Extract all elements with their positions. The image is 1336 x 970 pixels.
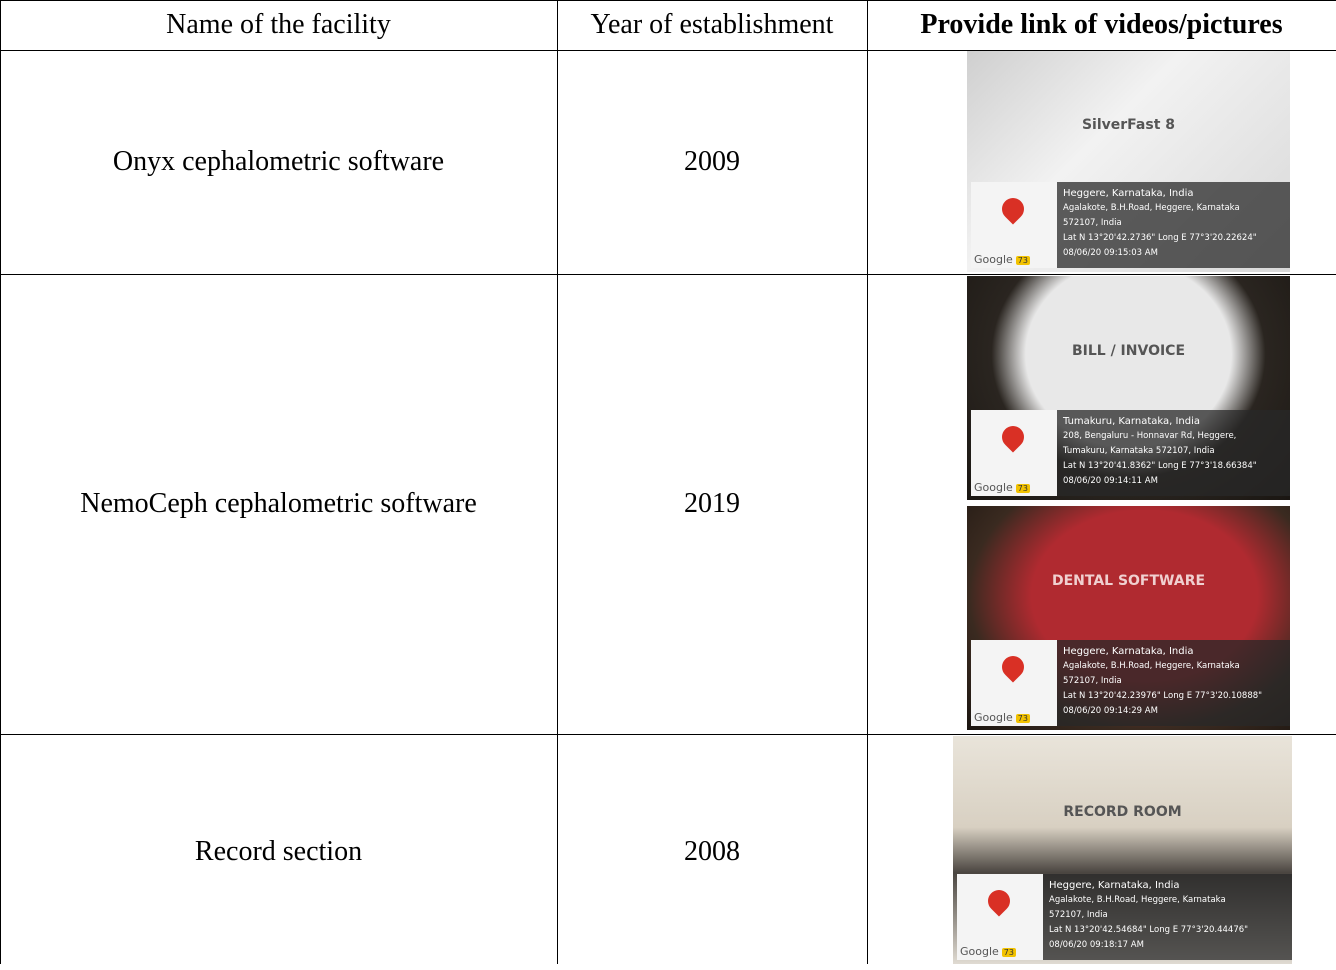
photo: BILL / INVOICE Google 73 Tumakuru, Karnatak…	[967, 276, 1290, 500]
col-border	[0, 0, 1, 964]
year: 2019	[684, 488, 740, 519]
badge-brand: Google 73	[974, 253, 1030, 266]
pin-icon	[983, 885, 1015, 917]
badge-count: 73	[1015, 714, 1030, 723]
map-marker: Google 73	[957, 874, 1043, 960]
photo: SilverFast 8 Google 73 Heggere, Karnataka, …	[967, 50, 1290, 272]
badge-brand: Google 73	[974, 481, 1030, 494]
geo-caption: Heggere, Karnataka, India Agalakote, B.H.…	[1057, 182, 1290, 268]
col-border	[867, 0, 868, 964]
row-border	[0, 50, 1336, 51]
caption-line: 08/06/20 09:14:29 AM	[1063, 706, 1158, 716]
facility-name: NemoCeph cephalometric software	[80, 488, 477, 519]
caption-line: Lat N 13°20'42.2736" Long E 77°3'20.2262…	[1063, 233, 1257, 243]
photo-scene-text: BILL / INVOICE	[1071, 343, 1186, 360]
year: 2008	[684, 836, 740, 867]
caption-line: Tumakuru, Karnataka, India	[1063, 416, 1201, 427]
caption-line: 572107, India	[1063, 218, 1122, 228]
facility-name: Onyx cephalometric software	[112, 146, 445, 177]
pin-icon	[997, 193, 1029, 225]
header-cell: Provide link of videos/pictures	[920, 9, 1283, 40]
caption-line: Heggere, Karnataka, India	[1063, 188, 1194, 199]
caption-line: Heggere, Karnataka, India	[1063, 646, 1194, 657]
caption-line: Lat N 13°20'41.8362" Long E 77°3'18.6638…	[1063, 461, 1257, 471]
photo: RECORD ROOM Google 73 Heggere, Karnataka, I…	[953, 736, 1292, 964]
photo-scene-text: SilverFast 8	[1081, 116, 1176, 133]
pin-icon	[997, 421, 1029, 453]
badge-brand: Google 73	[960, 945, 1016, 958]
caption-line: 572107, India	[1063, 676, 1122, 686]
caption-line: Agalakote, B.H.Road, Heggere, Karnataka	[1063, 203, 1240, 213]
caption-line: 08/06/20 09:18:17 AM	[1049, 940, 1144, 950]
caption-line: Tumakuru, Karnataka 572107, India	[1063, 446, 1215, 456]
facility-name: Record section	[194, 836, 363, 867]
pin-icon	[997, 651, 1029, 683]
header-cell: Year of establishment	[590, 9, 834, 40]
caption-line: 08/06/20 09:14:11 AM	[1063, 476, 1158, 486]
col-border	[557, 0, 558, 964]
photo-scene-text: RECORD ROOM	[1063, 804, 1182, 821]
geo-caption: Heggere, Karnataka, India Agalakote, B.H.…	[1043, 874, 1292, 960]
badge-brand: Google 73	[974, 711, 1030, 724]
map-marker: Google 73	[971, 410, 1057, 496]
caption-line: Heggere, Karnataka, India	[1049, 880, 1180, 891]
caption-line: Lat N 13°20'42.54684" Long E 77°3'20.444…	[1049, 925, 1249, 935]
header-cell: Name of the facility	[166, 9, 391, 40]
row-border	[0, 734, 1336, 735]
year: 2009	[684, 146, 740, 177]
photo: DENTAL SOFTWARE Google 73 Heggere, Karnatak…	[967, 506, 1290, 730]
caption-line: 572107, India	[1049, 910, 1108, 920]
caption-line: Agalakote, B.H.Road, Heggere, Karnataka	[1063, 661, 1240, 671]
geo-caption: Tumakuru, Karnataka, India 208, Bengaluru…	[1057, 410, 1290, 496]
caption-line: Lat N 13°20'42.23976" Long E 77°3'20.108…	[1063, 691, 1263, 701]
map-marker: Google 73	[971, 640, 1057, 726]
map-marker: Google 73	[971, 182, 1057, 268]
row-border	[0, 0, 1336, 1]
caption-line: 08/06/20 09:15:03 AM	[1063, 248, 1158, 258]
caption-line: Agalakote, B.H.Road, Heggere, Karnataka	[1049, 895, 1226, 905]
photo-scene-text: DENTAL SOFTWARE	[1051, 573, 1206, 590]
row-border	[0, 274, 1336, 275]
badge-count: 73	[1015, 484, 1030, 493]
badge-count: 73	[1001, 948, 1016, 957]
caption-line: 208, Bengaluru - Honnavar Rd, Heggere,	[1063, 431, 1237, 441]
geo-caption: Heggere, Karnataka, India Agalakote, B.H.…	[1057, 640, 1290, 726]
badge-count: 73	[1015, 256, 1030, 265]
